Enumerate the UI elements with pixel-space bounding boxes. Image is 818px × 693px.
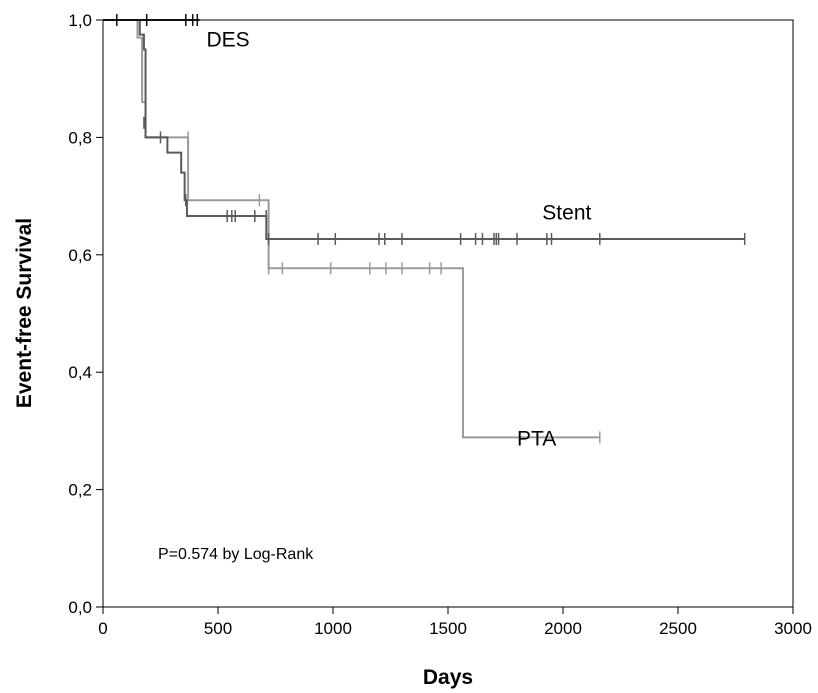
pta-label: PTA	[517, 428, 556, 451]
y-tick-label: 0,8	[68, 128, 92, 147]
y-tick-label: 0,6	[68, 246, 92, 265]
stent-survival-line	[103, 19, 745, 240]
x-tick-label: 1000	[314, 619, 352, 638]
y-tick-label: 0,4	[68, 363, 92, 382]
series-pta: PTA	[103, 19, 601, 451]
x-tick-label: 1500	[429, 619, 467, 638]
series-stent: Stent	[103, 19, 746, 245]
plot-frame	[102, 19, 794, 608]
y-axis: 0,0 0,2 0,4 0,6 0,8 1,0	[68, 11, 103, 617]
x-tick-label: 2500	[659, 619, 697, 638]
x-tick-label: 500	[204, 619, 232, 638]
y-axis-title: Event-free Survival	[13, 218, 36, 408]
stent-label: Stent	[542, 202, 591, 225]
pta-survival-line	[103, 19, 600, 439]
x-axis-title: Days	[423, 666, 473, 689]
series-des: DES	[103, 14, 250, 51]
des-label: DES	[207, 28, 250, 51]
y-tick-label: 1,0	[68, 11, 92, 30]
series-layer: PTA Stent DES	[103, 14, 746, 451]
annotation-text: P=0.574 by Log-Rank	[158, 546, 314, 563]
x-axis: 0 500 1000 1500 2000 2500 3000	[98, 607, 812, 638]
x-tick-label: 2000	[544, 619, 582, 638]
x-tick-label: 3000	[774, 619, 812, 638]
y-tick-label: 0,2	[68, 481, 92, 500]
x-tick-label: 0	[98, 619, 107, 638]
y-tick-label: 0,0	[68, 598, 92, 617]
